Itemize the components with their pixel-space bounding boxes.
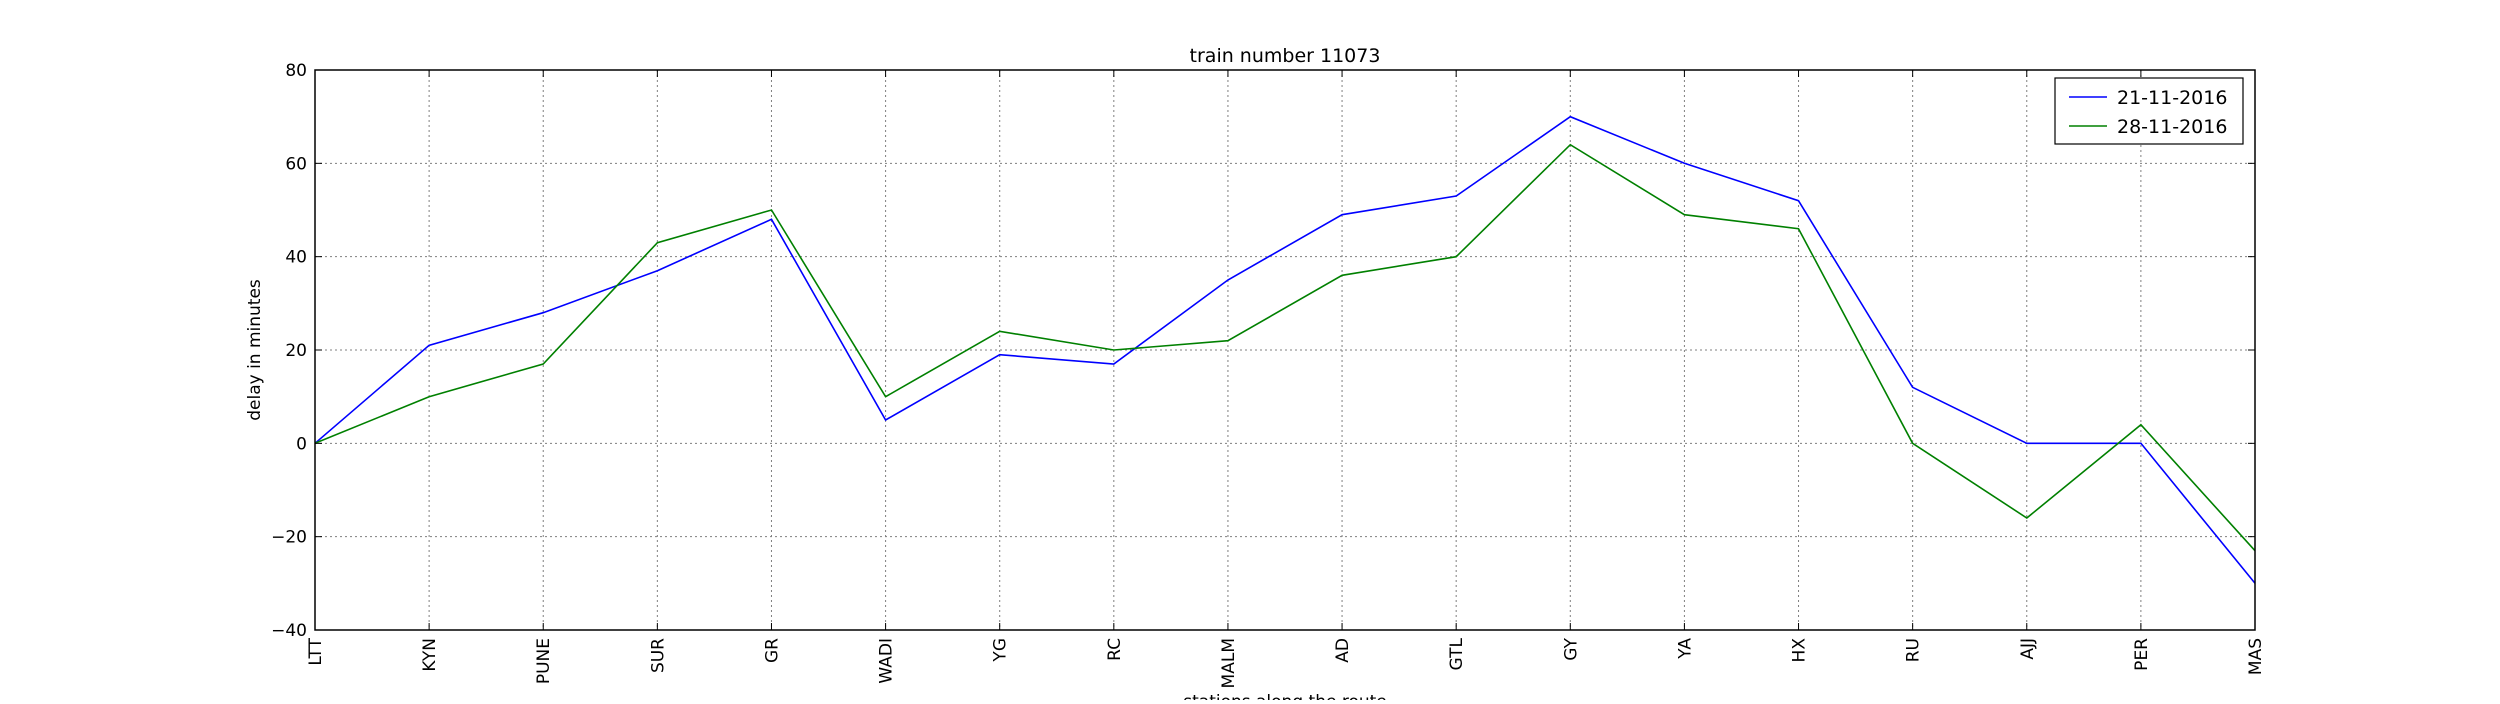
y-tick-label: 0 <box>296 434 307 454</box>
legend-box <box>2054 77 2244 145</box>
x-tick-label: SUR <box>648 638 668 673</box>
y-axis-label: delay in minutes <box>245 279 265 421</box>
y-axis-ticks: −40 −20 0 20 40 60 80 <box>271 61 2255 641</box>
x-axis-label: stations along the route <box>1183 692 1387 700</box>
y-tick-label: 60 <box>285 154 307 174</box>
grid-lines <box>314 69 2256 631</box>
series-line <box>314 115 2256 584</box>
x-axis-ticks: LTT KYN PUNE SUR GR WADI YG RC MALM AD GTL GY YA HX RU… <box>306 70 2266 688</box>
x-tick-label: YA <box>1675 638 1695 660</box>
x-tick-label: HX <box>1790 638 1810 663</box>
chart-title: train number 11073 <box>1190 45 1381 67</box>
x-tick-label: RU <box>1904 638 1924 662</box>
legend: 21-11-2016 28-11-2016 <box>2054 77 2244 145</box>
x-tick-label: GY <box>1561 637 1581 660</box>
y-tick-label: 80 <box>285 61 307 81</box>
x-tick-label: YG <box>991 638 1011 663</box>
x-tick-label: KYN <box>420 638 440 672</box>
legend-label: 21-11-2016 <box>2117 87 2227 109</box>
x-tick-label: AJJ <box>2018 638 2038 660</box>
y-tick-label: −40 <box>271 621 307 641</box>
x-tick-label: RC <box>1105 638 1125 661</box>
x-tick-label: PUNE <box>534 638 554 684</box>
series-lines <box>314 115 2256 584</box>
legend-label: 28-11-2016 <box>2117 116 2227 138</box>
x-tick-label: AD <box>1333 638 1353 663</box>
y-tick-label: −20 <box>271 528 307 548</box>
x-tick-label: WADI <box>877 638 897 684</box>
x-tick-label: GR <box>762 638 782 663</box>
x-tick-label: PER <box>2132 638 2152 671</box>
series-line <box>314 143 2256 552</box>
x-tick-label: MALM <box>1219 638 1239 688</box>
x-tick-label: GTL <box>1447 637 1467 670</box>
x-tick-label: MAS <box>2246 638 2266 675</box>
y-tick-label: 20 <box>285 341 307 361</box>
x-tick-label: LTT <box>306 637 326 665</box>
y-tick-label: 40 <box>285 248 307 268</box>
